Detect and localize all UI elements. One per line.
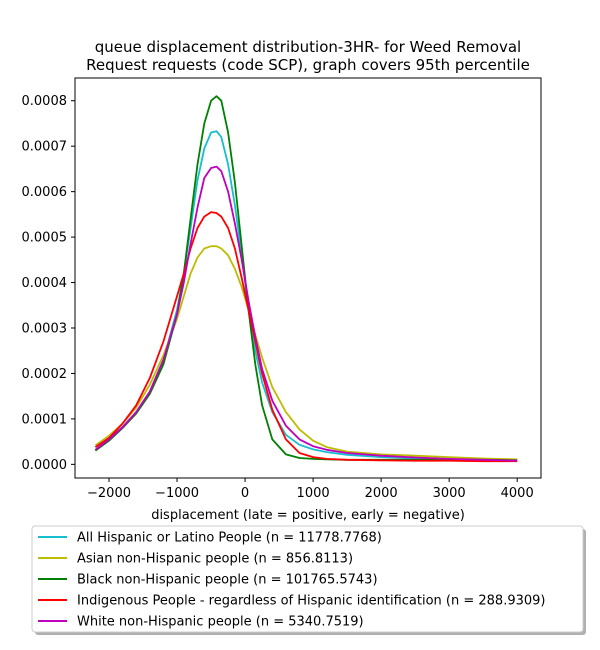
legend-box [31, 525, 584, 633]
series-layer [94, 95, 518, 463]
series-line-4 [94, 211, 518, 463]
x-axis-label: displacement (late = positive, early = n… [151, 508, 465, 523]
x-tick-label: 3000 [433, 486, 466, 501]
series-line-5 [94, 165, 518, 462]
y-axis: 0.0000 0.0001 0.0002 0.0003 0.0004 0.0005 0.00… [22, 94, 75, 473]
legend-entries: All Hispanic or Latino People (n = 11778… [38, 531, 546, 630]
x-tick-label: −2000 [87, 486, 131, 501]
y-tick-label: 0.0000 [22, 458, 68, 473]
legend-label: Indigenous People - regardless of Hispan… [77, 594, 546, 609]
legend-label: Asian non-Hispanic people (n = 856.8113) [77, 552, 353, 567]
plot-frame [74, 77, 542, 479]
y-tick-label: 0.0007 [22, 140, 68, 155]
chart-title-line-2: Request requests (code SCP), graph cover… [86, 56, 530, 74]
x-tick-label: −1000 [155, 486, 199, 501]
x-tick-label: 1000 [297, 486, 330, 501]
legend-label: Black non-Hispanic people (n = 101765.57… [77, 573, 378, 588]
series-line-1 [94, 130, 518, 462]
x-tick-label: 2000 [365, 486, 398, 501]
y-tick-label: 0.0001 [22, 412, 68, 427]
y-tick-label: 0.0005 [22, 231, 68, 246]
series-line-2 [94, 245, 518, 461]
y-tick-label: 0.0002 [22, 367, 68, 382]
chart-title-line-1: queue displacement distribution-3HR- for… [95, 38, 521, 56]
x-axis: −2000 −1000 0 1000 2000 3000 4000 [87, 478, 534, 501]
series-line-3 [94, 95, 518, 462]
x-tick-label: 0 [241, 486, 249, 501]
y-tick-label: 0.0003 [22, 322, 68, 337]
chart-title: queue displacement distribution-3HR- for… [86, 38, 530, 74]
legend-label: White non-Hispanic people (n = 5340.7519… [77, 615, 364, 630]
y-tick-label: 0.0004 [22, 276, 68, 291]
x-tick-label: 4000 [501, 486, 534, 501]
legend-label: All Hispanic or Latino People (n = 11778… [77, 531, 382, 546]
legend: All Hispanic or Latino People (n = 11778… [31, 525, 586, 635]
y-tick-label: 0.0006 [22, 185, 68, 200]
y-tick-label: 0.0008 [22, 94, 68, 109]
